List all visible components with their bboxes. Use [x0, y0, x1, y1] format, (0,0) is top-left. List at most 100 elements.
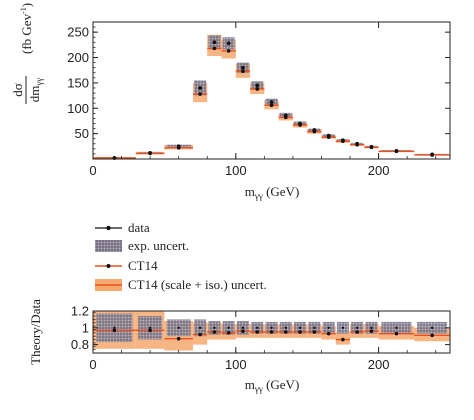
x-tick-label-2: 200: [368, 357, 390, 372]
data-point-2: [176, 144, 181, 149]
data-point-8: [269, 100, 274, 105]
legend-label-ct14unc: CT14 (scale + iso.) uncert.: [128, 277, 267, 292]
ratio-data-series: [113, 326, 434, 329]
ct14-point-6: [241, 69, 245, 74]
data-point-9: [283, 113, 288, 118]
y-tick-label-4: 250: [67, 25, 89, 40]
data-point-14: [355, 326, 359, 329]
x-tick-label-2: 200: [368, 163, 390, 178]
data-point-3: [198, 86, 203, 90]
legend-label-data: data: [128, 220, 150, 235]
data-point-14: [355, 141, 360, 146]
main-y-axis-label: dσ dmγγ (fb Gev-1): [10, 3, 44, 104]
ct14-point-7: [255, 330, 260, 334]
y-tick-label-1: 100: [67, 101, 89, 116]
data-point-9: [284, 326, 287, 329]
ct14-point-8: [269, 330, 274, 334]
data-point-13: [341, 326, 345, 329]
ct14-point-17: [430, 333, 434, 338]
data-point-7: [256, 326, 259, 329]
data-point-12: [327, 326, 330, 329]
y-label-denominator: dmγγ: [27, 78, 44, 103]
legend-item-exp: exp. uncert.: [95, 238, 189, 253]
ct14-point-14: [355, 330, 359, 334]
ct14-point-6: [241, 329, 245, 333]
y-label-units: (fb Gev-1): [19, 3, 34, 54]
legend-data-marker: [106, 225, 111, 231]
legend-item-ct14-unc: CT14 (scale + iso.) uncert.: [95, 277, 267, 292]
data-point-10: [298, 326, 302, 329]
data-series: [112, 40, 435, 160]
ct14-point-13: [341, 337, 345, 342]
data-point-7: [255, 83, 260, 88]
data-point-4: [212, 40, 217, 45]
legend: data exp. uncert. CT14 CT14 (scale + iso…: [95, 220, 267, 292]
ct14-point-9: [283, 330, 288, 334]
data-point-8: [270, 326, 273, 329]
ct14-point-12: [326, 331, 331, 336]
legend-label-ct14: CT14: [128, 258, 158, 273]
data-point-15: [369, 144, 374, 149]
data-point-5: [226, 41, 231, 46]
data-point-16: [394, 148, 399, 153]
ct14-point-8: [269, 103, 274, 108]
y-tick-label-2: 150: [67, 75, 89, 90]
ratio-plot-frame: [92, 310, 451, 354]
main-panel: 50 100 150 200 250 0 100 200 dσ dmγγ (fb Gev-1…: [10, 3, 451, 201]
ct14-point-5: [226, 331, 231, 335]
ct14-point-0: [112, 328, 117, 333]
ratio-x-axis-label: mγγ (GeV): [245, 377, 300, 394]
ratio-panel: 0.8 11.2 0 100 200 Theory/Data mγγ (GeV): [28, 299, 451, 394]
data-point-5: [227, 326, 230, 329]
data-point-11: [312, 128, 317, 132]
legend-label-exp: exp. uncert.: [128, 238, 189, 253]
data-point-16: [395, 326, 398, 329]
ct14-point-10: [298, 330, 302, 334]
data-point-12: [326, 133, 331, 138]
main-plot-frame: [92, 21, 451, 160]
ct14-point-7: [255, 87, 260, 91]
data-point-1: [148, 326, 152, 329]
x-tick-label-1: 100: [225, 163, 247, 178]
legend-item-data: data: [95, 220, 150, 235]
ratio-y-ticks: 0.8 11.2: [71, 304, 450, 354]
data-point-0: [113, 326, 116, 329]
data-point-17: [430, 326, 434, 329]
ct14-point-3: [198, 92, 202, 96]
y-tick-label-1: 1: [82, 320, 89, 335]
x-tick-label-0: 0: [89, 357, 96, 372]
ct14-point-1: [148, 328, 152, 333]
exp-uncertainty-bands: [96, 35, 448, 159]
data-point-6: [241, 65, 245, 70]
ct14-point-15: [369, 329, 374, 333]
ct14-point-11: [312, 330, 317, 334]
y-tick-label-3: 200: [67, 50, 89, 65]
ct14-point-4: [212, 46, 217, 51]
data-point-4: [213, 326, 216, 329]
data-point-15: [370, 326, 373, 329]
ct14-point-5: [226, 49, 231, 53]
main-y-ticks: 50 100 150 200 250: [67, 21, 450, 160]
ct14-point-2: [176, 336, 181, 341]
ct14-uncertainty-bands: [93, 34, 450, 159]
legend-item-ct14: CT14: [95, 258, 158, 273]
y-tick-label-0: 50: [75, 126, 89, 141]
data-point-2: [177, 326, 180, 329]
ratio-x-ticks: 0 100 200: [89, 311, 437, 372]
data-point-11: [313, 326, 316, 329]
ct14-series: [93, 46, 450, 160]
data-point-17: [430, 152, 435, 157]
data-point-13: [341, 138, 345, 143]
data-point-10: [298, 121, 302, 126]
legend-exp-swatch: [95, 240, 122, 252]
y-tick-label-0: 0.8: [71, 337, 89, 352]
ratio-ct14-series: [93, 328, 450, 342]
ct14-point-4: [212, 330, 217, 334]
data-point-6: [241, 326, 245, 329]
ct14-point-16: [394, 331, 399, 336]
y-label-numerator: dσ: [10, 83, 25, 97]
x-tick-label-1: 100: [225, 357, 247, 372]
ratio-y-axis-label: Theory/Data: [28, 299, 43, 365]
legend-ct14-marker: [106, 264, 111, 268]
